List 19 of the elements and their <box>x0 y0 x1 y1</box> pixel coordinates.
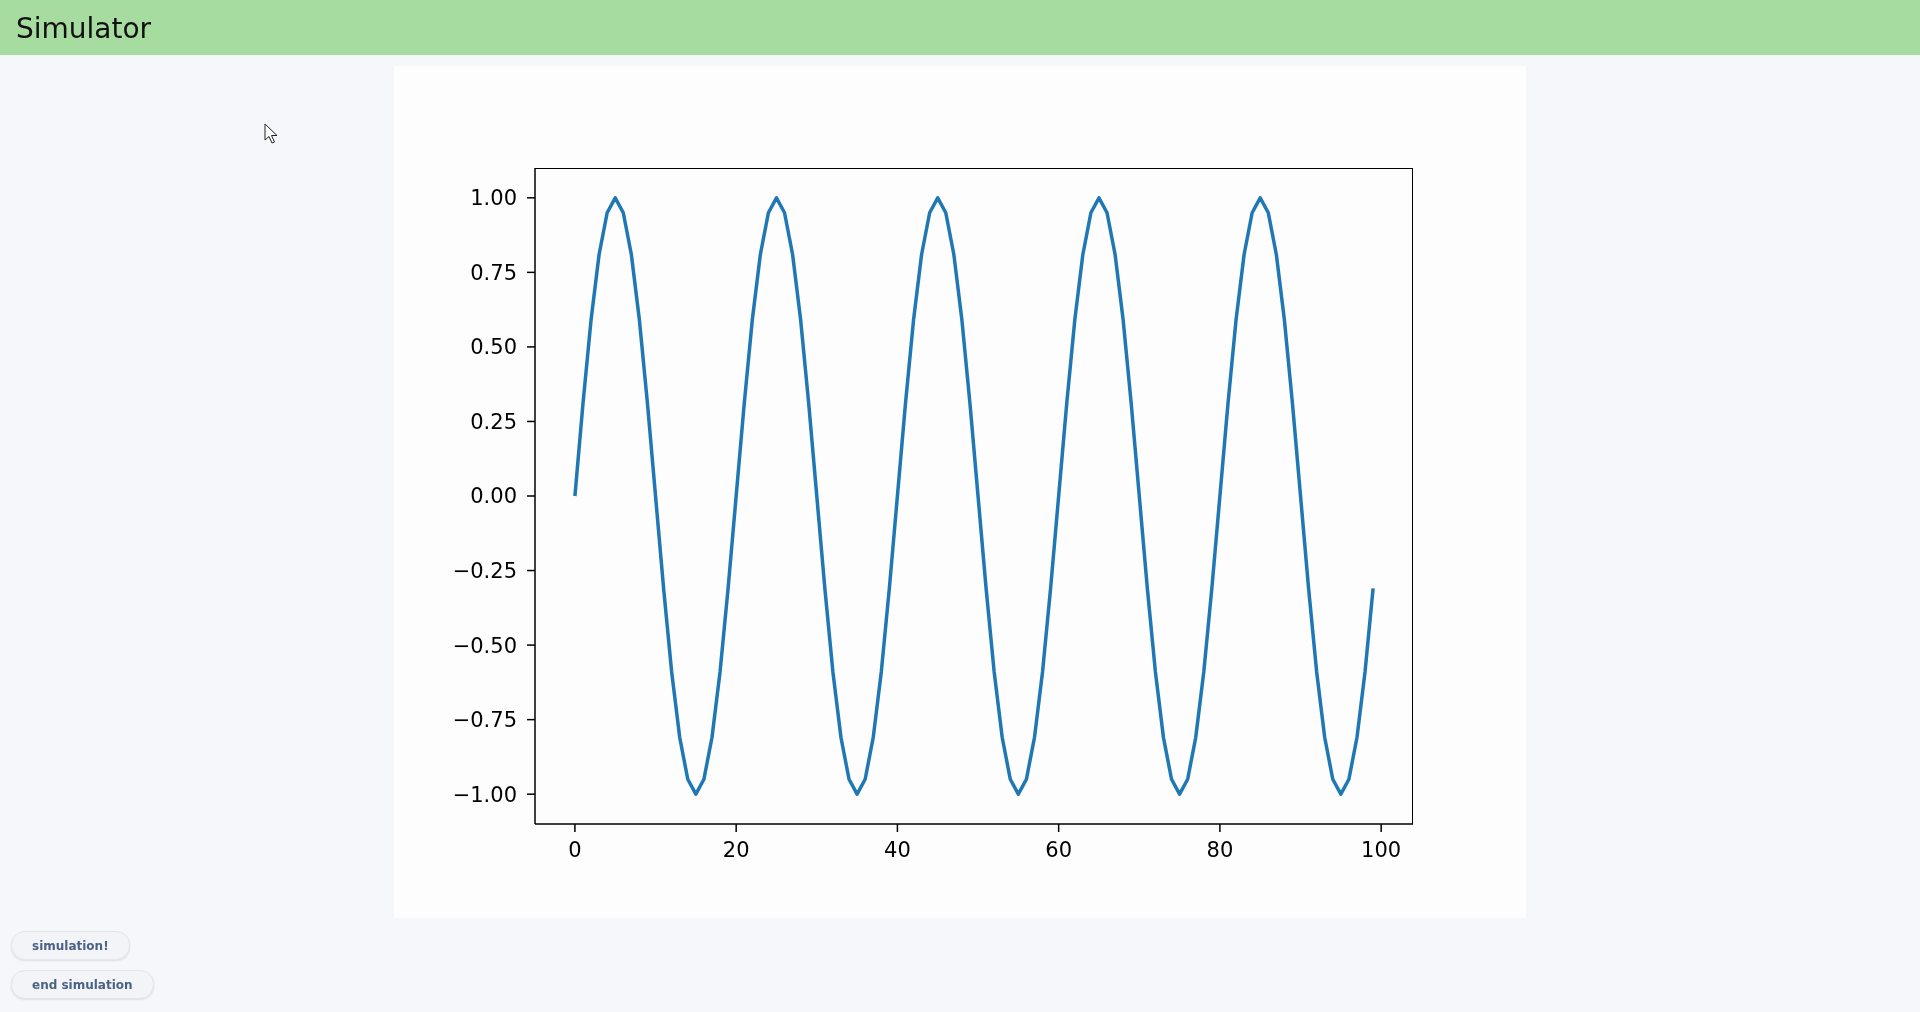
y-tick-label: −0.25 <box>452 559 517 583</box>
text: Simulator <box>16 11 152 47</box>
button: simulation! <box>11 931 130 960</box>
x-tick-label: 60 <box>1045 837 1073 862</box>
y-tick-label: 0.50 <box>470 335 517 360</box>
x-tick-label: 100 <box>1361 837 1402 862</box>
x-tick-label: 40 <box>884 837 911 862</box>
y-tick-label: 1.00 <box>470 186 517 211</box>
y-tick-label: 0.00 <box>470 484 517 509</box>
line-series <box>573 196 1375 796</box>
x-tick-label: 20 <box>722 837 750 862</box>
y-tick-label: −0.50 <box>452 633 517 658</box>
y-tick-label: 0.25 <box>470 409 517 434</box>
x-tick-label: 0 <box>568 837 582 862</box>
y-tick-label: −1.00 <box>452 782 517 807</box>
y-tick-label: 0.75 <box>470 260 517 285</box>
button: end simulation <box>11 970 154 999</box>
x-tick-label: 80 <box>1206 837 1234 862</box>
y-tick-label: −0.75 <box>452 708 517 733</box>
